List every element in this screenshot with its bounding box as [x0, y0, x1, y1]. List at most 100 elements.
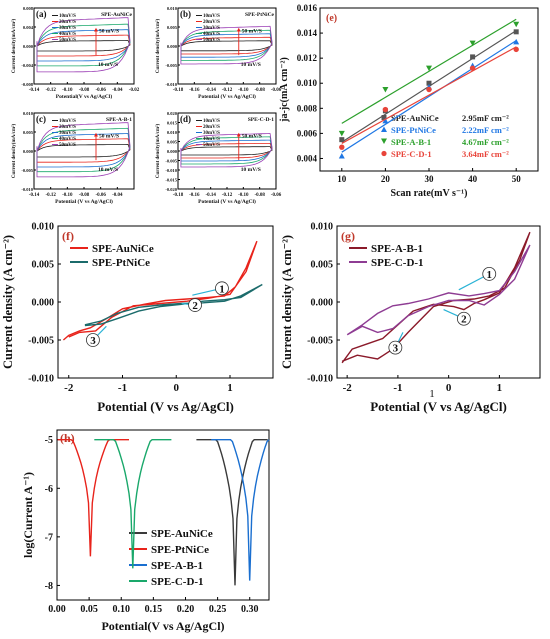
- panel-c: -0.14 -0.12 -0.10 -0.08 -0.06 -0.04 -0.010 -0.0…: [11, 111, 135, 205]
- cv-curve: [36, 17, 131, 73]
- panel-g: -2 -1 0 1-0.010-0.0050.0000.0050.010Potenti…: [280, 222, 541, 414]
- y-tick-label: 0.005: [23, 130, 34, 135]
- legend-label: 30mV/S: [203, 26, 220, 31]
- data-point: [513, 29, 519, 35]
- data-point: [382, 87, 389, 93]
- panel-sample-label: SPE-AuNiCe: [101, 12, 132, 18]
- cv-curve: [180, 36, 273, 55]
- data-point: [338, 152, 345, 159]
- legend-label: 20mV/S: [59, 20, 76, 25]
- tafel-curve: [196, 439, 268, 586]
- data-point: [426, 80, 432, 86]
- annotation-circle: [388, 340, 403, 355]
- legend-capacitance: 3.64mF cm⁻²: [462, 149, 509, 159]
- x-tick-label: 20: [381, 174, 391, 184]
- y-tick-label: 0.000: [311, 298, 334, 309]
- y-axis-label: Current density (A cm⁻²): [1, 235, 15, 369]
- scan-arrow-head: [94, 27, 98, 32]
- y-tick-label: 0.005: [167, 140, 178, 145]
- x-tick-label: 0.25: [209, 604, 227, 615]
- x-tick-label: -1: [393, 382, 402, 394]
- cv-curve: [180, 133, 273, 168]
- x-tick-label: -0.08: [254, 88, 265, 93]
- data-point: [513, 46, 519, 53]
- y-tick-label: -0.005: [28, 336, 54, 347]
- legend-label: SPE-PtNiCe: [92, 257, 150, 269]
- x-tick-label: -0.04: [112, 88, 123, 93]
- annotation-50: 50 mV/S: [99, 133, 119, 139]
- x-tick-label: -0.14: [205, 88, 216, 93]
- x-axis-label: Scan rate(mV s⁻¹): [391, 188, 468, 199]
- legend-label: SPE-AuNiCe: [151, 528, 213, 540]
- cv-curve: [36, 40, 131, 52]
- legend-label: 20mV/S: [203, 20, 220, 25]
- tafel-curve: [211, 439, 270, 581]
- y-tick-label: 0.012: [297, 53, 318, 63]
- legend-label: 20mV/S: [59, 125, 76, 130]
- x-tick-label: -0.12: [222, 193, 233, 198]
- x-tick-label: -2: [64, 382, 74, 394]
- x-tick-label: 0.05: [80, 604, 98, 615]
- panel-letter: (b): [180, 9, 191, 19]
- x-tick-label: -0.18: [173, 193, 184, 198]
- scan-arrow-head: [236, 132, 241, 137]
- data-point: [382, 106, 389, 113]
- x-axis-label: Potential(V vs Ag/AgCl): [56, 93, 113, 100]
- legend-label: SPE-AuNiCe: [92, 243, 154, 255]
- annotation-50: 50 mV/S: [99, 28, 119, 34]
- legend-label: 30mV/S: [203, 131, 220, 136]
- panel-letter: (e): [326, 13, 337, 24]
- tafel-curve: [57, 439, 129, 557]
- y-tick-label: -8: [45, 581, 53, 592]
- annotation-10: 10 mV/S: [98, 167, 118, 173]
- legend-name: SPE-AuNiCe: [391, 113, 439, 123]
- legend-label: SPE-C-D-1: [151, 576, 204, 588]
- plot-frame: [56, 429, 270, 601]
- x-axis-label: Potential (V vs Ag/AgCl): [198, 198, 256, 205]
- x-tick-label: 40: [468, 174, 478, 184]
- legend-label: 50mV/S: [59, 143, 76, 148]
- y-tick-label: 0.004: [297, 153, 318, 163]
- panel-h: 0.00 0.05 0.10 0.15 0.20 0.25 0.30 -5 -6 -7 -8 Pote…: [21, 429, 270, 633]
- y-tick-label: -0.010: [165, 82, 177, 87]
- y-tick-label: -0.010: [165, 168, 177, 173]
- x-tick-label: -0.12: [45, 193, 56, 198]
- panel-b: -0.18 -0.16 -0.14 -0.12 -0.10 -0.08 -0.06 -0.01…: [155, 6, 282, 100]
- legend-label: 30mV/S: [59, 26, 76, 31]
- x-tick-label: 0.10: [112, 604, 130, 615]
- legend-label: 30mV/S: [59, 131, 76, 136]
- legend-label: 40mV/S: [59, 32, 76, 37]
- legend-label: 10mV/S: [203, 14, 220, 19]
- y-tick-label: -0.010: [307, 374, 333, 385]
- cv-curve: [180, 40, 273, 52]
- annotation-circle: [215, 281, 229, 296]
- x-axis-label: Potential (V vs Ag/AgCl): [198, 93, 256, 100]
- y-tick-label: 0.010: [167, 6, 178, 11]
- y-tick-label: 0.006: [297, 128, 318, 138]
- legend-capacitance: 4.67mF cm⁻²: [462, 137, 509, 147]
- y-tick-label: 0.010: [167, 130, 178, 135]
- y-tick-label: 0.014: [297, 28, 318, 38]
- x-tick-label: -0.10: [238, 88, 249, 93]
- y-tick-label: -0.005: [307, 336, 333, 347]
- data-point: [469, 65, 476, 71]
- x-tick-label: -0.08: [79, 88, 90, 93]
- legend-label: 10mV/S: [59, 14, 76, 19]
- annotation-number: 3: [90, 335, 96, 347]
- y-axis-label: ja-jc(mA cm⁻²): [279, 57, 290, 123]
- y-axis-label: Current density (A cm⁻²): [280, 235, 294, 369]
- x-tick-label: -0.10: [62, 193, 73, 198]
- x-tick-label: -0.10: [238, 193, 249, 198]
- y-tick-label: 0.005: [167, 25, 178, 30]
- x-tick-label: 0.30: [241, 604, 259, 615]
- y-tick-label: 0.000: [23, 149, 34, 154]
- y-tick-label: -0.005: [21, 168, 33, 173]
- y-tick-label: -0.004: [21, 63, 33, 68]
- fit-line: [341, 18, 517, 124]
- polarization-curve: [84, 283, 263, 327]
- annotation-circle: [456, 311, 471, 326]
- annotation-50: 50 mV/S: [242, 28, 262, 34]
- x-tick-label: 1: [497, 382, 503, 394]
- y-tick-label: 0.008: [23, 6, 34, 11]
